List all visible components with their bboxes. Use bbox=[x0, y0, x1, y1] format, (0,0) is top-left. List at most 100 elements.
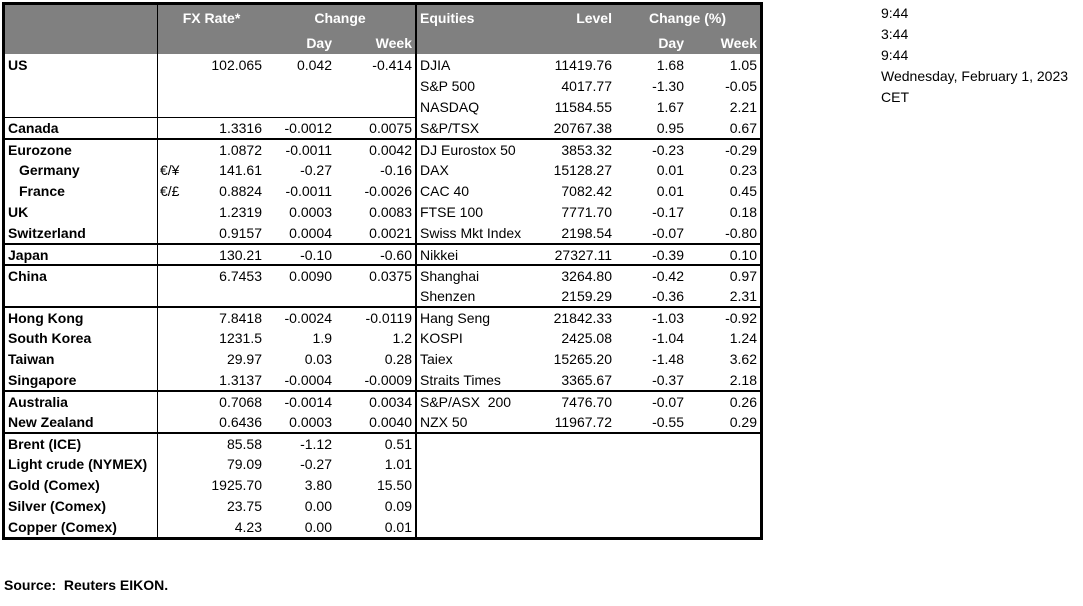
equity-row: DJIA 11419.76 1.68 1.05 bbox=[417, 54, 760, 75]
fx-day-change-value: 0.00 bbox=[304, 497, 332, 514]
fx-row-label: Japan bbox=[5, 245, 158, 264]
equities-rows: DJIA 11419.76 1.68 1.05 S&P 500 4017.77 -1.30 -… bbox=[417, 54, 760, 537]
fx-row: Switzerland 0.9157 0.0004 0.0021 bbox=[5, 222, 415, 243]
fx-rate-column-header: FX Rate* bbox=[182, 10, 241, 26]
fx-header: FX Rate* Change Day Week bbox=[5, 5, 415, 54]
equity-week-change-value: 0.10 bbox=[729, 246, 757, 263]
fx-rate-value: 1231.5 bbox=[219, 329, 262, 346]
fx-row: China 6.7453 0.0090 0.0375 bbox=[5, 264, 415, 285]
fx-currency-pair bbox=[158, 308, 180, 327]
equity-row-label: Taiex bbox=[420, 350, 453, 367]
fx-row-label bbox=[5, 285, 158, 306]
equity-week-change-value: 0.26 bbox=[729, 393, 757, 410]
fx-row: Copper (Comex) 4.23 0.00 0.01 bbox=[5, 516, 415, 537]
fx-week-change-value: 1.01 bbox=[384, 455, 412, 472]
fx-currency-pair bbox=[158, 369, 180, 390]
equity-week-change-value: 2.31 bbox=[729, 287, 757, 304]
fx-week-change-value: -0.0009 bbox=[364, 371, 412, 388]
equity-day-change-value bbox=[615, 434, 687, 453]
fx-rate-value: 141.61 bbox=[219, 161, 262, 178]
equity-week-change-value: 3.62 bbox=[729, 350, 757, 367]
fx-week-change-value: 15.50 bbox=[376, 476, 412, 493]
fx-day-change-value: -0.10 bbox=[300, 246, 332, 263]
fx-currency-pair bbox=[158, 327, 180, 348]
equity-week-change-value: -0.29 bbox=[725, 141, 757, 158]
fx-week-change-value: 0.51 bbox=[384, 435, 412, 452]
equity-week-change-value: -0.05 bbox=[725, 77, 757, 94]
equity-level-value: 11584.55 bbox=[554, 98, 612, 115]
fx-day-change-value: -0.0011 bbox=[285, 182, 332, 199]
fx-rate-value: 1.0872 bbox=[219, 141, 262, 158]
fx-week-change-value bbox=[335, 285, 415, 306]
equity-day-change-value: -0.36 bbox=[652, 287, 684, 304]
equities-level-column-header: Level bbox=[576, 10, 612, 26]
fx-row-label: Light crude (NYMEX) bbox=[5, 453, 158, 474]
fx-currency-pair bbox=[158, 140, 180, 159]
equity-row: Straits Times 3365.67 -0.37 2.18 bbox=[417, 369, 760, 390]
fx-row-label: New Zealand bbox=[5, 411, 158, 432]
fx-day-column-header: Day bbox=[306, 34, 332, 51]
fx-week-change-value: 0.01 bbox=[384, 518, 412, 535]
fx-row-label: South Korea bbox=[5, 327, 158, 348]
timestamp-line: 3:44 bbox=[881, 26, 909, 42]
fx-row bbox=[5, 285, 415, 306]
timestamps-block: 9:44 3:44 9:44 Wednesday, February 1, 2023 C… bbox=[881, 3, 1068, 108]
fx-week-change-value: -0.16 bbox=[380, 161, 412, 178]
fx-week-change-value bbox=[335, 75, 415, 96]
fx-row-label: Singapore bbox=[5, 369, 158, 390]
equity-row: Shenzen 2159.29 -0.36 2.31 bbox=[417, 285, 760, 306]
equity-week-change-value: -0.80 bbox=[725, 224, 757, 241]
fx-row-label: China bbox=[5, 266, 158, 285]
equity-week-change-value bbox=[687, 453, 760, 474]
equity-day-change-value: -0.07 bbox=[652, 224, 684, 241]
footer-notes: Source: Reuters EIKON. * FX Rate for USD… bbox=[4, 543, 720, 606]
fx-header-spacer bbox=[5, 5, 158, 31]
equity-week-change-value: 1.05 bbox=[729, 56, 757, 73]
fx-day-change-value: 0.03 bbox=[304, 350, 332, 367]
equity-week-change-value: -0.92 bbox=[725, 309, 757, 326]
fx-week-change-value: 0.09 bbox=[384, 497, 412, 514]
fx-week-change-value: -0.414 bbox=[372, 56, 412, 73]
equities-section: Equities Level Change (%) Day Week DJIA 1… bbox=[415, 5, 760, 537]
equity-row: Nikkei 27327.11 -0.39 0.10 bbox=[417, 243, 760, 264]
fx-row: France €/£ 0.8824 -0.0011 -0.0026 bbox=[5, 180, 415, 201]
equity-row-label: Shanghai bbox=[420, 267, 480, 284]
equity-day-change-value: 0.01 bbox=[656, 161, 684, 178]
fx-row-label: US bbox=[5, 54, 158, 75]
equity-level-value: 11419.76 bbox=[554, 56, 612, 73]
fx-row: Canada 1.3316 -0.0012 0.0075 bbox=[5, 117, 415, 138]
fx-row-label: Eurozone bbox=[5, 140, 158, 159]
fx-row: Eurozone 1.0872 -0.0011 0.0042 bbox=[5, 138, 415, 159]
equity-level-value: 7082.42 bbox=[561, 182, 612, 199]
fx-currency-pair: €/¥ bbox=[160, 161, 180, 178]
fx-currency-pair bbox=[158, 118, 180, 138]
equity-row-label bbox=[417, 434, 535, 453]
fx-row: Taiwan 29.97 0.03 0.28 bbox=[5, 348, 415, 369]
equity-row-label: DAX bbox=[420, 161, 449, 178]
equity-row: Swiss Mkt Index 2198.54 -0.07 -0.80 bbox=[417, 222, 760, 243]
equity-level-value: 11967.72 bbox=[554, 413, 612, 430]
fx-row-label: Switzerland bbox=[5, 222, 158, 243]
equity-level-value bbox=[535, 434, 615, 453]
fx-currency-pair bbox=[158, 411, 180, 432]
fx-section: FX Rate* Change Day Week US 102.065 0.042 -… bbox=[5, 5, 415, 537]
fx-day-change-value: -0.0004 bbox=[284, 371, 332, 388]
fx-currency-pair bbox=[158, 266, 180, 285]
fx-currency-pair bbox=[158, 434, 180, 453]
equity-row-label: DJIA bbox=[420, 56, 451, 73]
fx-day-change-value: 0.0090 bbox=[289, 267, 332, 284]
equity-row bbox=[417, 516, 760, 537]
equity-week-change-value: 2.21 bbox=[729, 98, 757, 115]
equity-day-change-value: -1.48 bbox=[652, 350, 684, 367]
fx-day-change-value: -0.0024 bbox=[284, 309, 332, 326]
fx-row bbox=[5, 96, 415, 117]
equity-level-value: 2425.08 bbox=[561, 329, 612, 346]
equity-level-value: 15128.27 bbox=[553, 161, 612, 178]
fx-rate-value bbox=[180, 96, 265, 117]
fx-row: US 102.065 0.042 -0.414 bbox=[5, 54, 415, 75]
fx-day-change-value: 0.0003 bbox=[289, 413, 332, 430]
fx-row: New Zealand 0.6436 0.0003 0.0040 bbox=[5, 411, 415, 432]
fx-row: Silver (Comex) 23.75 0.00 0.09 bbox=[5, 495, 415, 516]
equity-row-label: NZX 50 bbox=[420, 413, 468, 430]
fx-week-change-value: 0.0375 bbox=[369, 267, 412, 284]
